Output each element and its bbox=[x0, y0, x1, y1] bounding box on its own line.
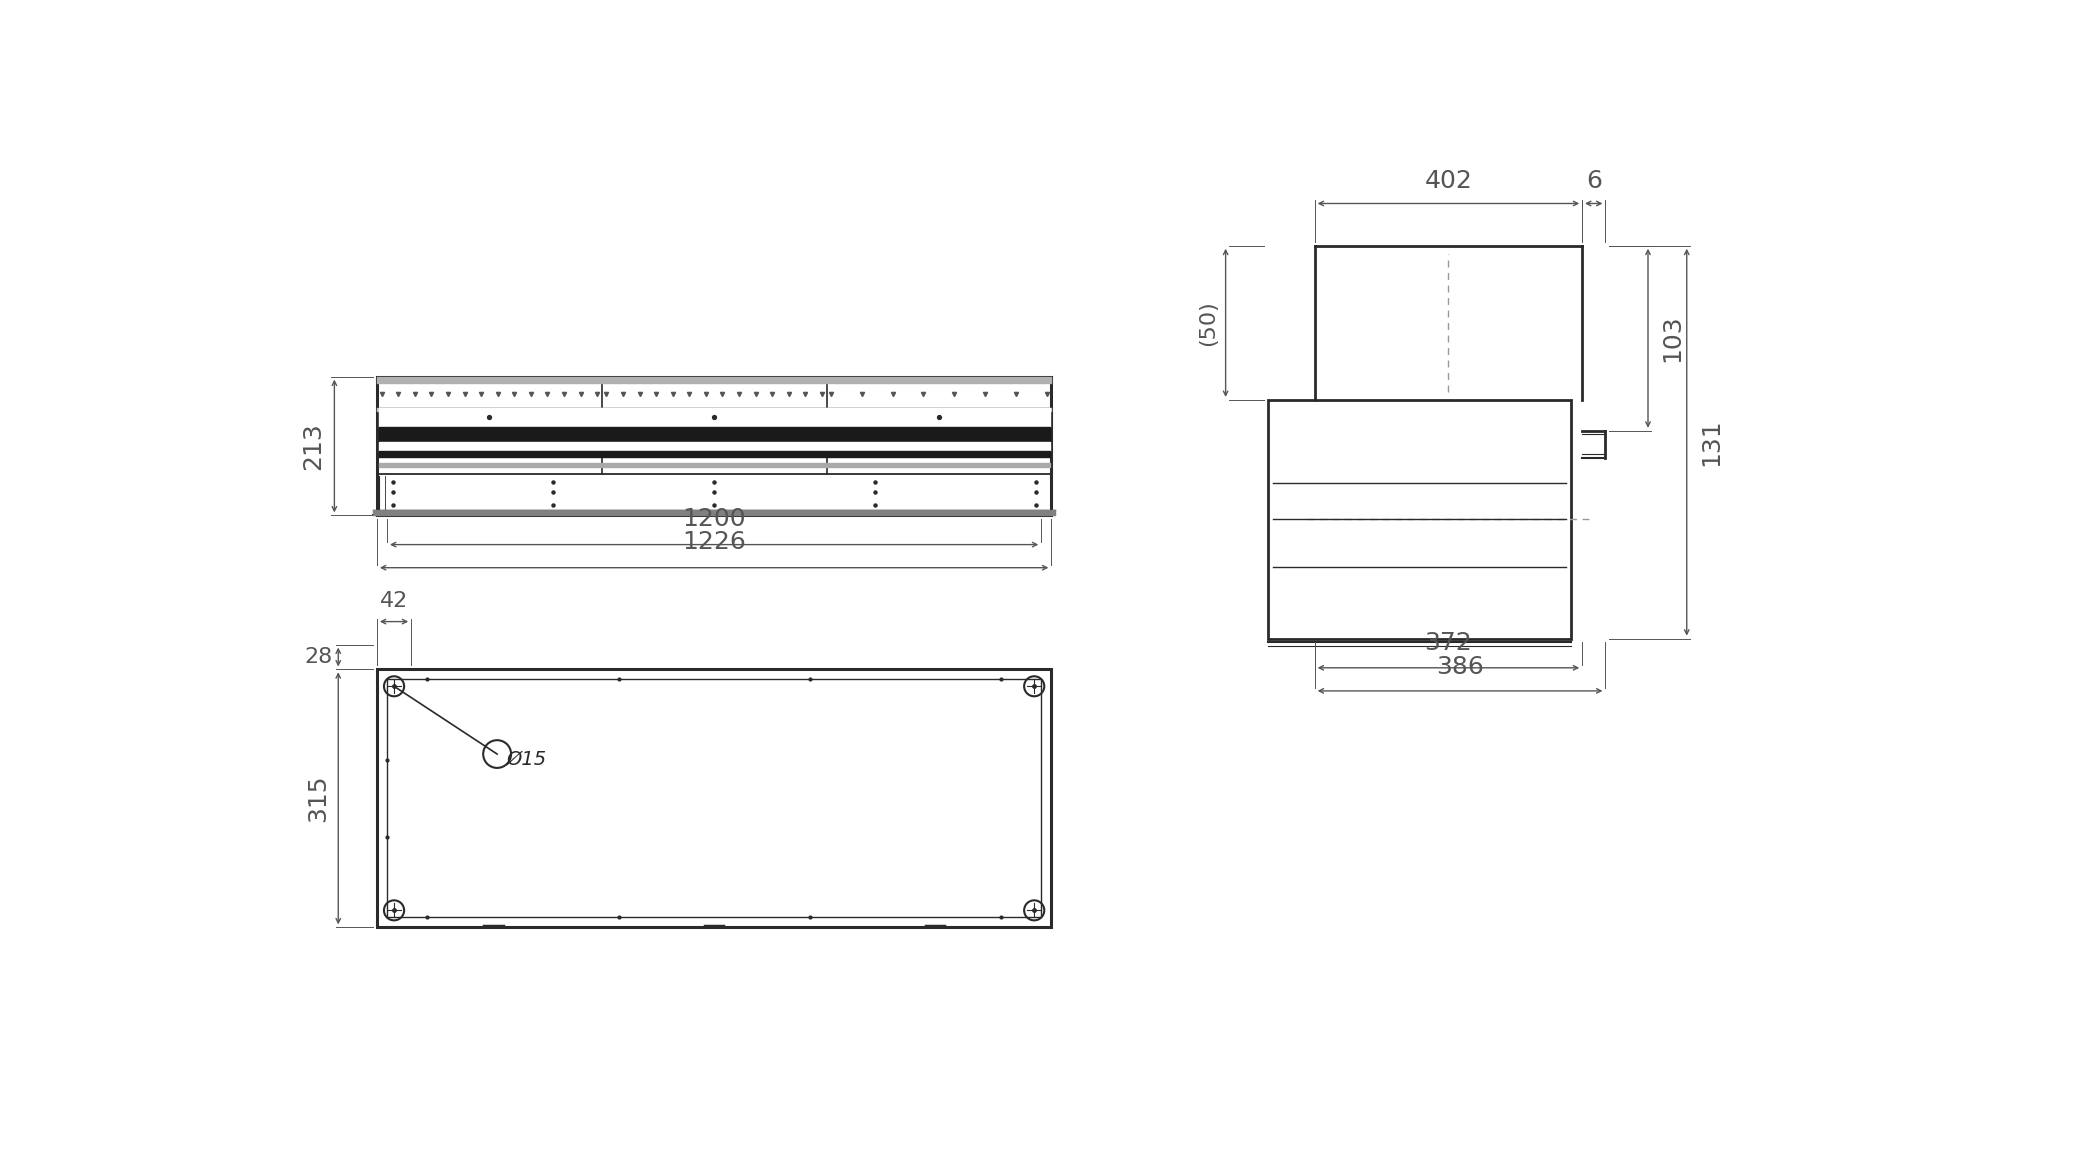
Text: 28: 28 bbox=[305, 647, 332, 667]
Bar bbox=[378, 669, 1051, 928]
Text: 386: 386 bbox=[1435, 655, 1483, 679]
Bar bbox=[388, 680, 1041, 917]
Text: 213: 213 bbox=[300, 422, 325, 470]
Text: 315: 315 bbox=[307, 775, 330, 822]
Bar bbox=[1268, 400, 1571, 639]
Text: 1226: 1226 bbox=[682, 530, 747, 554]
Bar bbox=[378, 376, 1051, 515]
Text: 131: 131 bbox=[1700, 419, 1723, 466]
Text: 402: 402 bbox=[1425, 168, 1473, 193]
Text: 42: 42 bbox=[380, 590, 409, 610]
Text: 1200: 1200 bbox=[682, 507, 747, 530]
Text: Ø15: Ø15 bbox=[507, 749, 547, 768]
Text: 6: 6 bbox=[1585, 168, 1602, 193]
Text: (50): (50) bbox=[1199, 300, 1218, 346]
Text: 103: 103 bbox=[1660, 314, 1683, 362]
Text: 372: 372 bbox=[1425, 632, 1473, 655]
